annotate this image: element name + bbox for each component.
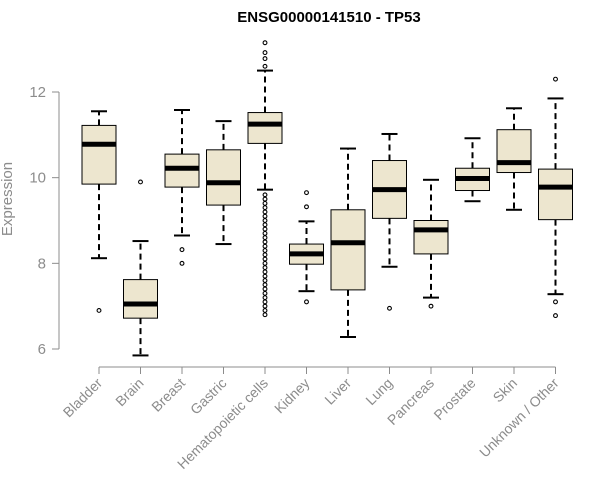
- outlier-point: [262, 303, 268, 309]
- y-axis-label: Expression: [0, 162, 16, 236]
- outlier-point: [262, 56, 268, 62]
- box-group: [538, 76, 573, 319]
- iqr-box: [123, 279, 158, 319]
- y-axis: 6 8 10 12: [29, 84, 60, 358]
- outlier-point: [262, 222, 268, 228]
- outlier-point: [553, 299, 558, 305]
- outlier-point: [262, 299, 268, 305]
- x-tick-label: Liver: [321, 375, 354, 408]
- outlier-point: [179, 260, 185, 266]
- x-tick-label: Skin: [490, 375, 521, 406]
- chart-title: ENSG00000141510 - TP53: [237, 9, 420, 26]
- outlier-point: [262, 192, 268, 198]
- y-tick-label: 10: [29, 170, 46, 187]
- outlier-point: [262, 196, 268, 202]
- outlier-point: [262, 248, 268, 253]
- outlier-point: [262, 278, 268, 283]
- x-tick-label: Kidney: [271, 375, 313, 417]
- outlier-point: [262, 209, 268, 215]
- outlier-point: [262, 213, 268, 219]
- x-tick-label: Unknown / Other: [476, 375, 562, 461]
- outlier-point: [262, 256, 268, 262]
- outlier-point: [262, 295, 268, 301]
- outlier-point: [262, 269, 268, 275]
- outlier-point: [262, 50, 268, 56]
- iqr-box: [247, 112, 283, 144]
- outlier-point: [179, 247, 185, 253]
- outlier-point: [96, 308, 102, 313]
- outlier-point: [262, 273, 268, 279]
- outlier-point: [262, 290, 268, 296]
- outlier-point: [262, 200, 268, 206]
- outlier-point: [262, 265, 268, 271]
- x-tick-label: Brain: [112, 375, 146, 409]
- x-tick-label: Prostate: [430, 375, 478, 423]
- box-group: [372, 132, 407, 311]
- boxes: [81, 40, 573, 357]
- outlier-point: [262, 312, 268, 318]
- box-group: [496, 107, 532, 211]
- outlier-point: [553, 76, 558, 82]
- y-tick-label: 12: [29, 84, 46, 101]
- outlier-point: [262, 63, 268, 69]
- box-group: [413, 178, 449, 309]
- x-tick-label: Bladder: [60, 375, 106, 421]
- outlier-point: [262, 226, 268, 232]
- outlier-point: [304, 190, 309, 196]
- outlier-point: [262, 243, 268, 249]
- outlier-point: [304, 299, 309, 305]
- outlier-point: [262, 282, 268, 288]
- outlier-point: [262, 218, 268, 223]
- outlier-point: [553, 313, 558, 319]
- outlier-point: [262, 205, 268, 211]
- outlier-point: [262, 286, 268, 292]
- outlier-point: [262, 239, 268, 245]
- outlier-point: [304, 204, 309, 210]
- outlier-point: [138, 179, 143, 185]
- outlier-point: [262, 230, 268, 236]
- outlier-point: [428, 303, 434, 309]
- iqr-box: [413, 220, 449, 255]
- y-tick-label: 8: [38, 255, 46, 272]
- box-group: [123, 179, 158, 357]
- box-group: [164, 108, 200, 266]
- box-group: [289, 190, 324, 305]
- y-tick-label: 6: [38, 341, 46, 358]
- box-group: [206, 120, 241, 246]
- iqr-box: [206, 149, 241, 206]
- box-group: [81, 110, 117, 313]
- iqr-box: [538, 168, 573, 221]
- x-tick-label: Lung: [362, 375, 395, 408]
- iqr-box: [81, 124, 117, 185]
- box-group: [247, 40, 283, 318]
- outlier-point: [262, 252, 268, 258]
- outlier-point: [262, 40, 268, 46]
- outlier-point: [262, 235, 268, 241]
- outlier-point: [262, 260, 268, 266]
- outlier-point: [262, 308, 268, 313]
- box-group: [330, 147, 366, 339]
- outlier-point: [387, 305, 392, 311]
- iqr-box: [330, 209, 366, 291]
- x-tick-label: Breast: [148, 375, 188, 415]
- box-group: [455, 137, 490, 203]
- iqr-box: [496, 129, 532, 174]
